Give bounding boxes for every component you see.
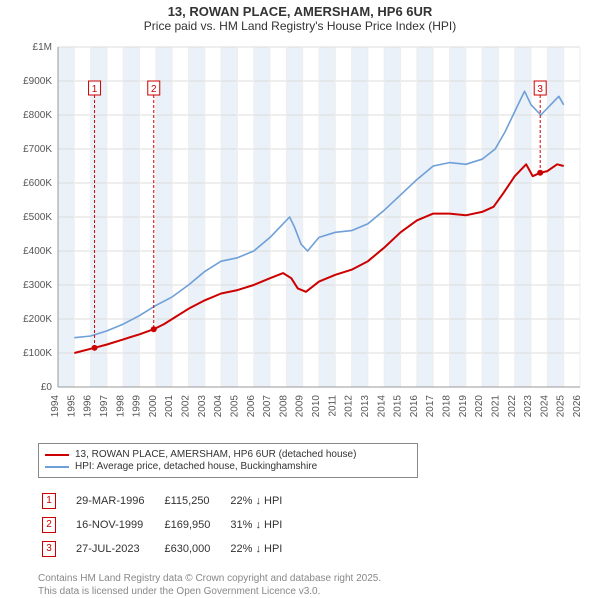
svg-text:2021: 2021 <box>490 395 501 418</box>
svg-text:£100K: £100K <box>23 348 52 359</box>
sale-date: 27-JUL-2023 <box>76 538 162 560</box>
legend-swatch <box>45 454 69 456</box>
svg-text:1996: 1996 <box>83 395 94 418</box>
legend-box: 13, ROWAN PLACE, AMERSHAM, HP6 6UR (deta… <box>38 443 418 478</box>
sale-marker-cell: 1 <box>42 490 74 512</box>
sale-marker-icon: 1 <box>42 493 56 509</box>
svg-text:£0: £0 <box>41 382 53 393</box>
svg-text:2014: 2014 <box>376 395 387 418</box>
chart-title: 13, ROWAN PLACE, AMERSHAM, HP6 6UR <box>0 4 600 19</box>
sale-marker-cell: 2 <box>42 514 74 536</box>
sale-marker-icon: 2 <box>42 517 56 533</box>
sale-delta: 22% ↓ HPI <box>230 538 300 560</box>
footer-note: Contains HM Land Registry data © Crown c… <box>38 572 590 598</box>
svg-text:2000: 2000 <box>148 395 159 418</box>
svg-text:2022: 2022 <box>507 395 518 418</box>
svg-text:2019: 2019 <box>458 395 469 418</box>
svg-text:2013: 2013 <box>360 395 371 418</box>
svg-text:£800K: £800K <box>23 110 52 121</box>
svg-text:1995: 1995 <box>66 395 77 418</box>
svg-text:2026: 2026 <box>572 395 583 418</box>
svg-text:2005: 2005 <box>229 395 240 418</box>
table-row: 2 16-NOV-1999£169,95031% ↓ HPI <box>42 514 300 536</box>
svg-text:3: 3 <box>537 84 543 95</box>
svg-text:2003: 2003 <box>197 395 208 418</box>
table-row: 1 29-MAR-1996£115,25022% ↓ HPI <box>42 490 300 512</box>
svg-text:2025: 2025 <box>556 395 567 418</box>
svg-text:2023: 2023 <box>523 395 534 418</box>
legend-swatch <box>45 466 69 468</box>
svg-text:2020: 2020 <box>474 395 485 418</box>
svg-text:£200K: £200K <box>23 314 52 325</box>
sale-marker-icon: 3 <box>42 541 56 557</box>
svg-text:£400K: £400K <box>23 246 52 257</box>
svg-text:2012: 2012 <box>344 395 355 418</box>
chart-area: £0 £100K £200K £300K £400K £500K £600K £700K £80… <box>10 37 590 437</box>
footer-line2: This data is licensed under the Open Gov… <box>38 585 590 598</box>
svg-text:2007: 2007 <box>262 395 273 418</box>
svg-text:2: 2 <box>151 84 157 95</box>
table-row: 3 27-JUL-2023£630,00022% ↓ HPI <box>42 538 300 560</box>
legend-row: HPI: Average price, detached house, Buck… <box>45 461 411 472</box>
svg-text:1998: 1998 <box>115 395 126 418</box>
svg-text:2011: 2011 <box>327 395 338 417</box>
sale-price: £115,250 <box>164 490 228 512</box>
svg-text:£700K: £700K <box>23 144 52 155</box>
sale-price: £630,000 <box>164 538 228 560</box>
svg-text:£500K: £500K <box>23 212 52 223</box>
sale-delta: 31% ↓ HPI <box>230 514 300 536</box>
chart-titles: 13, ROWAN PLACE, AMERSHAM, HP6 6UR Price… <box>0 0 600 33</box>
sale-date: 29-MAR-1996 <box>76 490 162 512</box>
svg-text:2008: 2008 <box>278 395 289 418</box>
svg-text:2002: 2002 <box>181 395 192 418</box>
svg-text:2010: 2010 <box>311 395 322 418</box>
legend-label: 13, ROWAN PLACE, AMERSHAM, HP6 6UR (deta… <box>75 449 356 460</box>
sale-price: £169,950 <box>164 514 228 536</box>
svg-text:2006: 2006 <box>246 395 257 418</box>
svg-text:2016: 2016 <box>409 395 420 418</box>
svg-text:2018: 2018 <box>442 395 453 418</box>
sale-date: 16-NOV-1999 <box>76 514 162 536</box>
svg-text:1: 1 <box>92 84 98 95</box>
svg-text:2009: 2009 <box>295 395 306 418</box>
svg-text:2004: 2004 <box>213 395 224 418</box>
svg-text:2017: 2017 <box>425 395 436 418</box>
svg-text:1994: 1994 <box>50 395 61 418</box>
svg-text:2001: 2001 <box>164 395 175 418</box>
svg-text:2015: 2015 <box>393 395 404 418</box>
svg-text:£600K: £600K <box>23 178 52 189</box>
chart-svg: £0 £100K £200K £300K £400K £500K £600K £700K £80… <box>10 37 590 437</box>
sale-delta: 22% ↓ HPI <box>230 490 300 512</box>
svg-text:2024: 2024 <box>539 395 550 418</box>
svg-text:£300K: £300K <box>23 280 52 291</box>
svg-text:1999: 1999 <box>132 395 143 418</box>
sale-marker-cell: 3 <box>42 538 74 560</box>
svg-text:1997: 1997 <box>99 395 110 418</box>
legend-row: 13, ROWAN PLACE, AMERSHAM, HP6 6UR (deta… <box>45 449 411 460</box>
page-root: 13, ROWAN PLACE, AMERSHAM, HP6 6UR Price… <box>0 0 600 598</box>
chart-subtitle: Price paid vs. HM Land Registry's House … <box>0 19 600 33</box>
sales-table: 129-MAR-1996£115,25022% ↓ HPI216-NOV-199… <box>40 488 302 562</box>
svg-text:£1M: £1M <box>33 42 52 53</box>
footer-line1: Contains HM Land Registry data © Crown c… <box>38 572 590 585</box>
legend-label: HPI: Average price, detached house, Buck… <box>75 461 317 472</box>
svg-text:£900K: £900K <box>23 76 52 87</box>
